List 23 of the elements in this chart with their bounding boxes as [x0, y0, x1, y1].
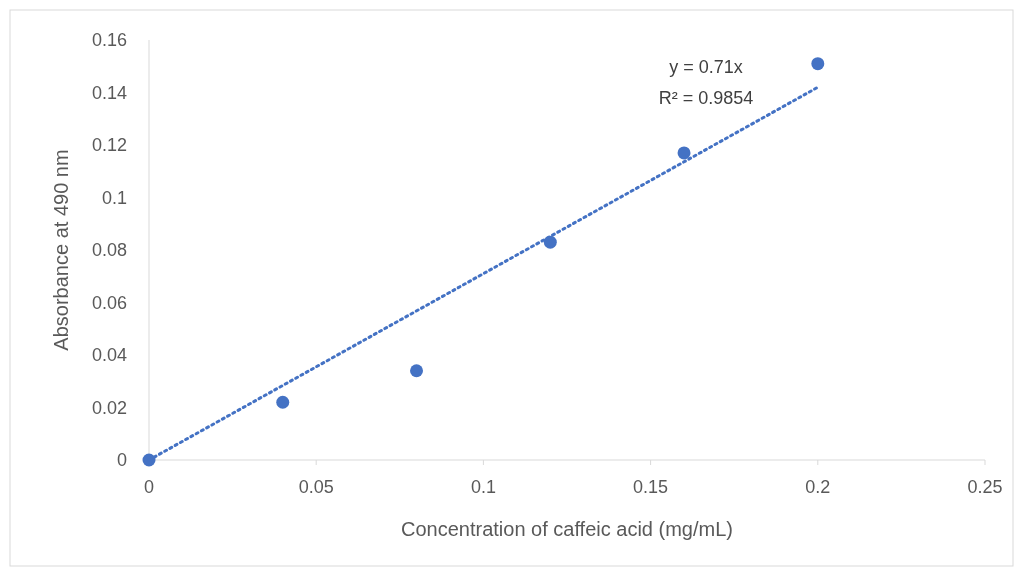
y-tick-label: 0.08 — [91, 240, 127, 261]
x-tick-label: 0 — [143, 477, 155, 497]
x-tick-label: 0.15 — [633, 477, 669, 497]
x-tick-label: 0.25 — [967, 477, 1003, 497]
x-tick-label: 0.05 — [298, 477, 334, 497]
y-tick-label: 0.14 — [91, 82, 127, 103]
point — [677, 146, 691, 160]
y-tick-label: 0.04 — [91, 345, 127, 366]
x-tick-label: 0.2 — [805, 477, 831, 497]
y-tick-label: 0.12 — [91, 135, 127, 156]
x-axis-title: Concentration of caffeic acid (mg/mL) — [400, 518, 734, 540]
annotation: R² = 0.9854 — [658, 88, 754, 108]
y-tick-label: 0.06 — [91, 292, 127, 313]
point — [276, 395, 290, 409]
y-tick-label: 0.02 — [91, 397, 127, 418]
point — [410, 364, 424, 378]
y-axis-title: Absorbance at 490 nm — [50, 149, 72, 351]
y-tick-label: 0.16 — [91, 30, 127, 51]
x-tick-label: 0.1 — [470, 477, 496, 497]
annotation: y = 0.71x — [669, 57, 743, 77]
y-tick-label: 0 — [116, 450, 127, 471]
y-tick-label: 0.1 — [101, 187, 127, 208]
point — [811, 57, 825, 71]
